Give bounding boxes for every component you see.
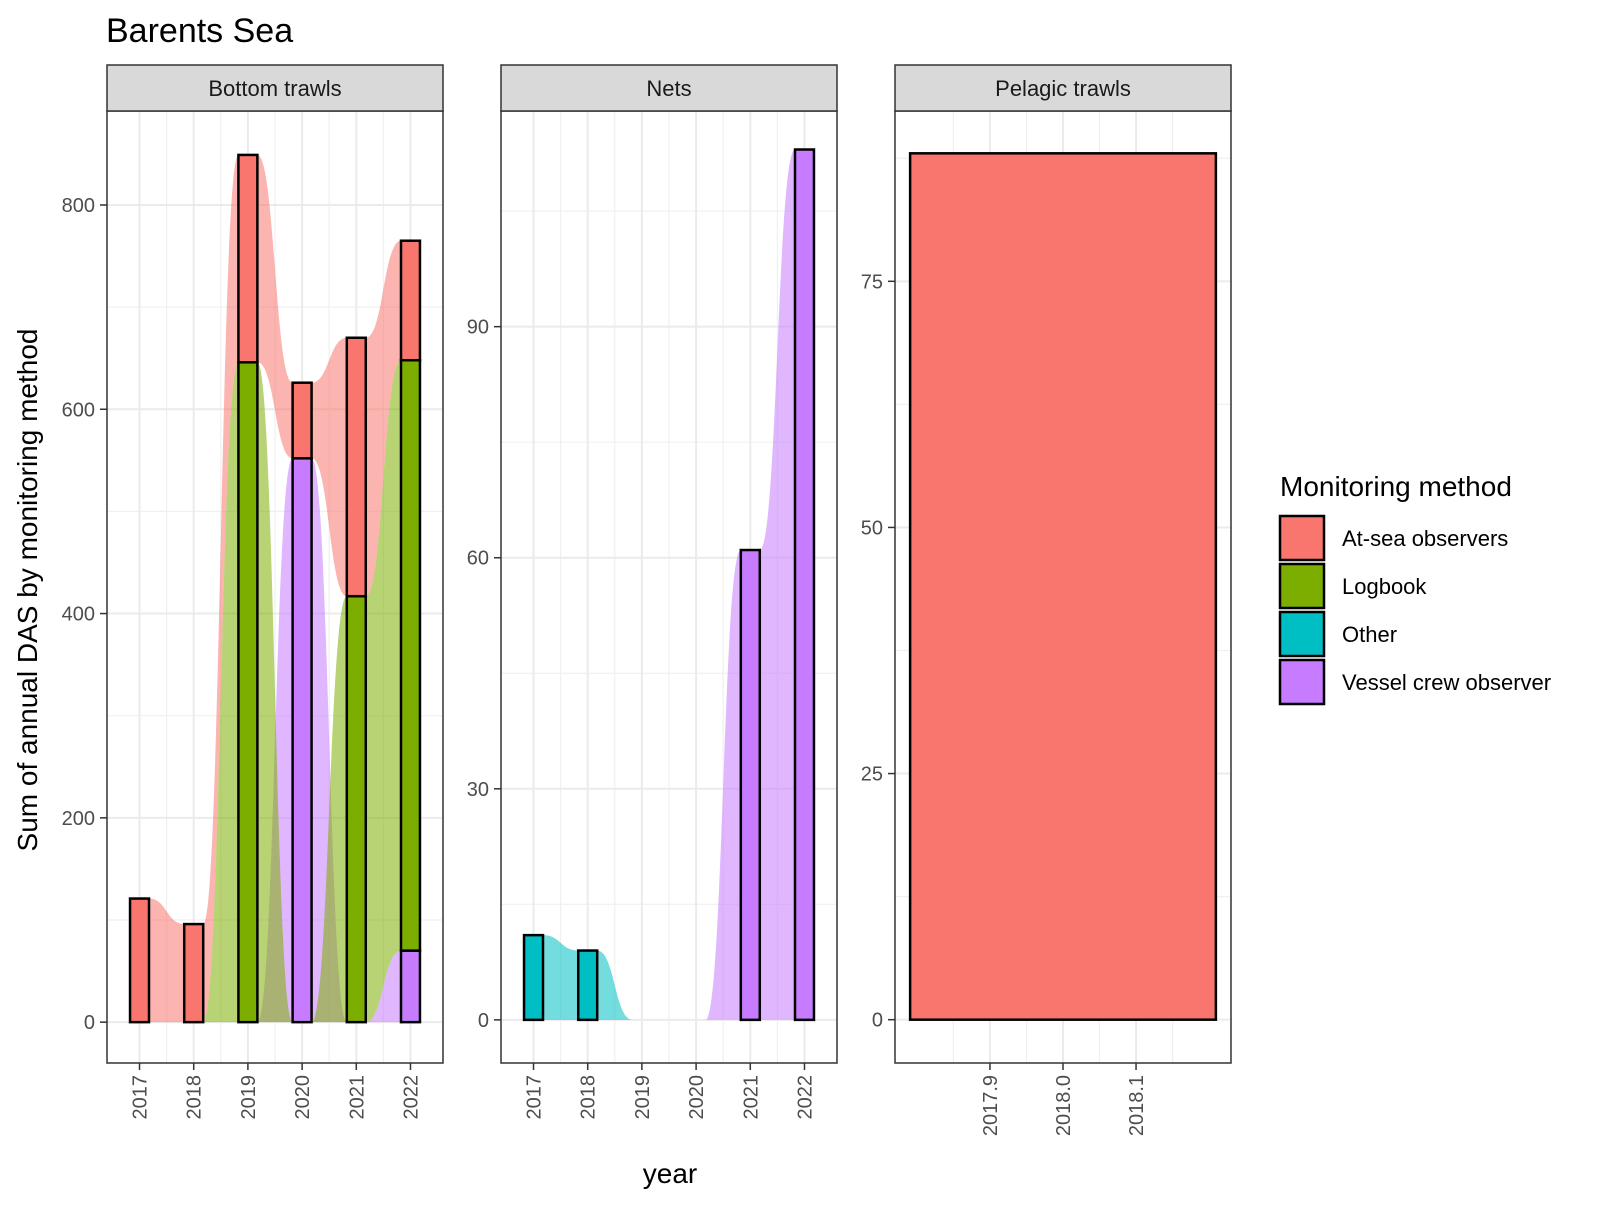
flow-ribbon-vessel-crew-observer — [759, 149, 795, 1020]
flow-ribbon-at-sea-observers — [203, 154, 239, 1023]
y-tick-label: 800 — [62, 195, 95, 217]
x-tick-label: 2021 — [346, 1075, 368, 1120]
y-tick-label: 75 — [861, 271, 883, 293]
legend-label: At-sea observers — [1342, 526, 1508, 551]
x-tick-label: 2022 — [794, 1075, 816, 1120]
y-tick-label: 50 — [861, 517, 883, 539]
bar-2018-other — [576, 949, 599, 1022]
flow-ribbon-at-sea-observers — [365, 240, 401, 597]
bars — [128, 153, 422, 1024]
flow-ribbon-at-sea-observers — [311, 337, 347, 597]
x-tick-label: 2020 — [292, 1075, 314, 1120]
flow-ribbons — [543, 149, 795, 1020]
strip-background — [106, 64, 444, 112]
y-tick-label: 0 — [872, 1010, 883, 1032]
bar-2020-vessel-crew-observer — [291, 457, 313, 1024]
legend-label: Logbook — [1342, 574, 1427, 599]
bar-2019-logbook — [237, 361, 259, 1024]
flow-ribbon-logbook — [311, 596, 347, 1023]
flow-ribbon-logbook — [257, 362, 293, 1023]
y-tick-label: 30 — [467, 779, 489, 801]
legend-key-other — [1278, 610, 1326, 658]
y-axis-title: Sum of annual DAS by monitoring method — [12, 329, 43, 852]
x-tick-label: 2019 — [238, 1075, 260, 1120]
x-tick-label: 2017 — [524, 1075, 546, 1120]
bar-2019-at-sea-observers — [237, 153, 259, 364]
x-tick-label: 2018 — [184, 1075, 206, 1120]
legend: Monitoring method At-sea observers Logboo… — [1278, 471, 1551, 706]
y-tick-label: 0 — [478, 1010, 489, 1032]
strip-label: Pelagic trawls — [995, 76, 1131, 101]
flow-ribbon-at-sea-observers — [149, 898, 185, 1023]
legend-label: Other — [1342, 622, 1397, 647]
strip-label: Nets — [646, 76, 691, 101]
bar-2022-vessel-crew-observer — [399, 949, 422, 1024]
bars — [522, 148, 816, 1022]
bar-2021-vessel-crew-observer — [739, 548, 762, 1022]
y-tick-label: 60 — [467, 548, 489, 570]
flow-ribbon-other — [597, 950, 633, 1020]
y-tick-label: 0 — [84, 1012, 95, 1034]
chart-title: Barents Sea — [106, 12, 293, 50]
x-tick-label: 2018.1 — [1126, 1075, 1148, 1136]
flow-ribbon-at-sea-observers — [257, 154, 293, 459]
legend-key-vessel-crew-observer — [1278, 658, 1326, 706]
x-tick-label: 2020 — [686, 1075, 708, 1120]
x-tick-label: 2017.9 — [980, 1075, 1002, 1136]
legend-title: Monitoring method — [1280, 471, 1512, 502]
bar-2017-at-sea-observers — [128, 897, 151, 1024]
bar-2022-at-sea-observers — [399, 239, 422, 362]
y-tick-label: 25 — [861, 764, 883, 786]
x-tick-label: 2018.0 — [1053, 1075, 1075, 1136]
strip-background — [500, 64, 838, 112]
strip-label: Bottom trawls — [208, 76, 341, 101]
flow-ribbon-other — [543, 935, 579, 1020]
panel-pelagic-trawls: Pelagic trawls 0 25 50 75 2017.9 2018.0 2018.1 — [861, 64, 1232, 1136]
legend-key-logbook — [1278, 562, 1326, 610]
flow-ribbon-logbook — [365, 360, 401, 1023]
y-tick-label: 90 — [467, 317, 489, 339]
legend-key-at-sea-observers — [1278, 514, 1326, 562]
x-tick-label: 2021 — [740, 1075, 762, 1120]
flow-ribbon-vessel-crew-observer — [705, 550, 741, 1020]
bar-2021-logbook — [345, 594, 368, 1024]
bar-2022-vessel-crew-observer — [793, 148, 816, 1022]
x-tick-label: 2018 — [578, 1075, 600, 1120]
panel-bottom-trawls: Bottom trawls 0 200 400 600 800 2017 2018 2019 20… — [62, 64, 444, 1120]
legend-label: Vessel crew observer — [1342, 670, 1551, 695]
bar-2021-at-sea-observers — [345, 336, 368, 598]
strip-background — [894, 64, 1232, 112]
panel-nets: Nets 0 30 60 90 2017 2018 2019 2020 2021 2022 — [467, 64, 838, 1120]
bar-2017-other — [522, 933, 545, 1022]
flow-ribbon-vessel-crew-observer — [311, 458, 347, 1023]
x-tick-label: 2019 — [632, 1075, 654, 1120]
y-tick-label: 600 — [62, 399, 95, 421]
bar-pelagic-at-sea-observers — [908, 152, 1218, 1021]
x-tick-label: 2017 — [130, 1075, 152, 1120]
x-tick-label: 2022 — [400, 1075, 422, 1120]
x-axis-title: year — [643, 1158, 697, 1189]
y-tick-label: 200 — [62, 808, 95, 830]
bar-2018-at-sea-observers — [182, 922, 205, 1024]
flow-ribbons — [149, 154, 401, 1023]
y-tick-label: 400 — [62, 604, 95, 626]
bar-2020-at-sea-observers — [291, 381, 313, 460]
bar-2022-logbook — [399, 358, 422, 952]
